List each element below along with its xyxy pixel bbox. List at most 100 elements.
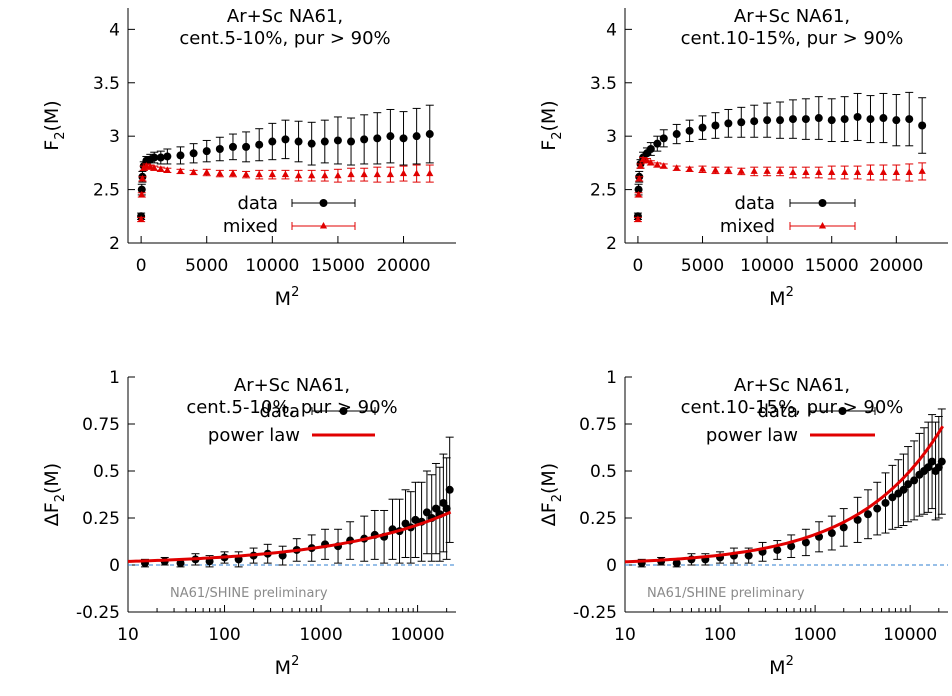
plot-area [128,436,454,568]
data-point-circle [202,147,211,156]
y-axis-label-tail: (M) [41,463,63,494]
x-tick-label: 20000 [376,256,430,276]
x-tick-label: 10000 [245,256,299,276]
y-axis-label: F2(M) [538,100,565,150]
legend-marker-circle [339,407,348,415]
y-tick-label: 2.5 [590,181,617,201]
data-point-circle [425,130,434,139]
data-point-circle [724,119,733,128]
data-point-triangle [360,170,368,178]
data-point-circle [801,115,810,124]
x-tick-label: 5000 [185,256,228,276]
data-point-circle [866,115,875,124]
data-point-triangle [347,170,355,178]
data-point-circle [176,151,185,160]
data-point-triangle [636,162,645,169]
x-tick-label: 1000 [793,625,836,645]
x-tick-label: 0 [633,256,644,276]
data-point-circle [853,515,862,524]
data-point-triangle [255,170,263,178]
data-point-circle [360,135,369,144]
y-tick-label: 0.75 [82,415,120,435]
series-mixed [633,155,927,223]
data-point-circle [659,134,668,143]
y-tick-label: 2 [606,234,617,254]
data-point-triangle [635,174,643,182]
data-point-circle [411,515,420,524]
x-tick-label: 15000 [311,256,365,276]
x-tick-label: 10000 [391,625,445,645]
x-axis-label-main: M [275,657,291,679]
x-tick-label: 0 [136,256,147,276]
y-tick-label: 2.5 [93,181,120,201]
data-point-triangle [373,170,381,178]
data-point-triangle [426,169,434,177]
data-point-triangle [737,167,745,174]
y-axis-label-main: F [41,140,63,151]
data-point-circle [442,504,451,513]
panel-title-line: cent.5-10%, pur > 90% [179,28,390,49]
y-tick-label: 1 [606,368,617,388]
y-axis-label-tail: (M) [538,463,560,494]
data-point-circle [888,493,897,502]
data-point-circle [333,136,342,145]
data-point-circle [137,185,146,194]
data-point-circle [281,135,290,144]
data-point-triangle [866,168,875,175]
x-axis-label-main: M [275,288,291,310]
x-axis-label: M2 [275,654,300,679]
legend-label: data [734,193,775,214]
y-tick-label: 2 [109,234,120,254]
y-tick-label: 3.5 [590,74,617,94]
data-point-circle [189,149,198,158]
data-point-circle [928,457,937,466]
series-mixed [137,162,434,223]
power-law-fit-curve [625,425,944,564]
legend-marker-triangle [319,222,328,229]
data-point-circle [899,485,908,494]
data-point-circle [412,132,421,141]
series-data [140,436,454,568]
data-point-circle [839,523,848,532]
data-point-triangle [321,171,329,179]
x-axis-label-main: M [769,657,785,679]
data-point-circle [881,498,890,507]
y-axis-label-main: ΔF [538,502,560,526]
data-point-triangle [673,164,681,171]
data-point-circle [386,132,395,141]
y-axis-label-main: ΔF [41,502,63,526]
data-point-triangle [892,168,900,175]
data-point-triangle [905,168,913,175]
data-point-circle [744,551,753,560]
series-data [633,91,927,221]
data-point-triangle [879,168,887,175]
data-point-circle [711,121,720,130]
y-tick-label: 3 [109,127,120,147]
y-axis-label-tail: (M) [41,100,63,131]
watermark-label: NA61/SHINE preliminary [647,586,805,601]
data-point-triangle [386,170,394,178]
data-point-triangle [776,167,784,174]
data-point-triangle [750,167,758,174]
legend-label: data [757,401,798,422]
data-point-triangle [229,169,237,177]
y-axis-label-main: F [538,140,560,151]
data-point-triangle [216,169,224,177]
x-tick-label: 10 [117,625,139,645]
data-point-triangle [643,156,651,164]
data-point-circle [307,139,316,148]
data-point-triangle [242,170,250,178]
x-axis-label: M2 [275,285,300,310]
data-point-triangle [828,168,836,175]
legend-marker-circle [818,199,827,207]
power-law-fit-curve [128,510,452,563]
legend-marker-circle [838,407,847,415]
legend-label: data [237,193,278,214]
data-point-circle [634,185,643,194]
data-point-circle [787,542,796,551]
legend-label: mixed [223,216,278,237]
y-tick-label: 4 [109,20,120,40]
data-point-circle [228,142,237,151]
data-point-circle [910,476,919,485]
